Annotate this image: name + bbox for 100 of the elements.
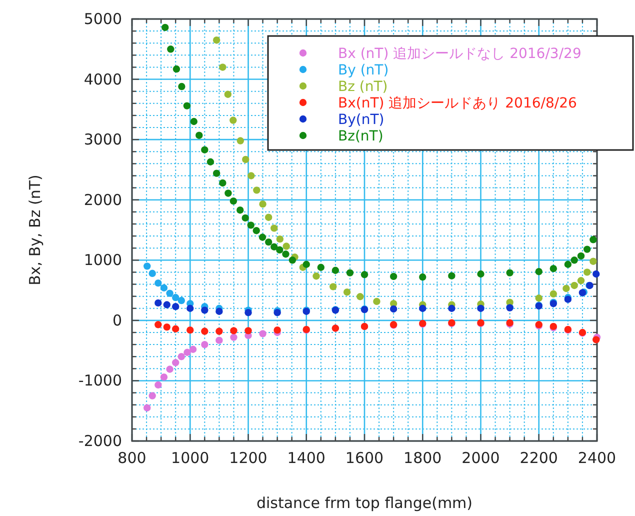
point bbox=[154, 381, 162, 389]
point bbox=[166, 366, 174, 373]
point bbox=[172, 325, 180, 332]
point bbox=[258, 234, 266, 241]
legend-label: Bx (nT) 追加シールドなし 2016/3/29 bbox=[338, 46, 582, 62]
point bbox=[206, 158, 214, 166]
legend-label: Bx(nT) 追加シールドあり 2016/8/26 bbox=[338, 96, 578, 112]
legend-label: By (nT) bbox=[338, 62, 389, 78]
point bbox=[212, 36, 220, 44]
point bbox=[270, 224, 278, 232]
point bbox=[346, 269, 354, 276]
point bbox=[219, 179, 226, 187]
point bbox=[562, 284, 570, 292]
point bbox=[148, 270, 156, 278]
point bbox=[592, 270, 600, 278]
point bbox=[330, 283, 337, 290]
point bbox=[163, 301, 170, 308]
y-tick-label: 2000 bbox=[84, 190, 122, 209]
point bbox=[248, 172, 255, 180]
point bbox=[201, 340, 208, 348]
point bbox=[390, 272, 398, 280]
point bbox=[360, 271, 368, 278]
point bbox=[201, 328, 208, 335]
point bbox=[252, 227, 260, 234]
legend-label: By(nT) bbox=[338, 112, 384, 128]
point bbox=[448, 272, 456, 280]
point bbox=[148, 392, 156, 400]
point bbox=[162, 24, 169, 32]
point bbox=[242, 214, 249, 222]
x-tick-label: 1600 bbox=[345, 449, 384, 467]
point bbox=[178, 296, 186, 304]
point bbox=[584, 246, 591, 253]
point bbox=[570, 256, 578, 264]
x-tick-label: 1800 bbox=[404, 449, 442, 467]
point bbox=[419, 273, 426, 281]
point bbox=[564, 260, 572, 268]
point bbox=[317, 264, 325, 271]
point bbox=[160, 284, 168, 292]
y-tick-label: 0 bbox=[112, 311, 122, 330]
y-tick-label: 1000 bbox=[84, 251, 122, 270]
point bbox=[244, 308, 252, 316]
x-tick-label: 2400 bbox=[578, 449, 616, 467]
legend-label: Bz(nT) bbox=[338, 128, 384, 144]
point bbox=[230, 334, 238, 341]
point bbox=[535, 268, 542, 276]
point bbox=[535, 294, 542, 302]
point bbox=[356, 293, 364, 300]
legend-label: Bz (nT) bbox=[338, 79, 388, 95]
point bbox=[312, 272, 320, 280]
point bbox=[216, 336, 223, 344]
point bbox=[577, 277, 585, 284]
point bbox=[236, 137, 244, 144]
point bbox=[160, 373, 168, 381]
y-tick-label: -2000 bbox=[78, 432, 122, 450]
y-axis-title: Bx, By, Bz (nT) bbox=[26, 174, 44, 286]
x-tick-label: 1000 bbox=[171, 449, 210, 467]
point bbox=[577, 252, 585, 260]
point bbox=[154, 321, 162, 328]
point bbox=[343, 288, 351, 296]
point bbox=[506, 269, 514, 276]
x-tick-label: 1400 bbox=[287, 449, 326, 467]
point bbox=[274, 326, 281, 334]
point bbox=[264, 214, 272, 221]
point bbox=[584, 268, 591, 276]
point bbox=[390, 305, 398, 313]
point bbox=[259, 330, 266, 338]
point bbox=[201, 146, 208, 154]
point bbox=[276, 246, 284, 254]
x-axis-title: distance frm top flange(mm) bbox=[256, 494, 473, 512]
y-tick-label: 5000 bbox=[84, 10, 122, 28]
point bbox=[178, 82, 186, 90]
point bbox=[172, 294, 180, 302]
point bbox=[282, 242, 290, 250]
point bbox=[242, 156, 250, 164]
point bbox=[166, 290, 174, 297]
point bbox=[224, 90, 232, 98]
point bbox=[216, 328, 223, 335]
point bbox=[550, 264, 558, 272]
point bbox=[163, 323, 170, 331]
point bbox=[302, 260, 310, 268]
point bbox=[259, 200, 266, 208]
point bbox=[590, 236, 597, 244]
point bbox=[183, 102, 191, 110]
y-tick-label: 3000 bbox=[84, 130, 122, 149]
point bbox=[236, 206, 244, 214]
point bbox=[190, 118, 198, 126]
point bbox=[144, 262, 151, 270]
point bbox=[253, 186, 260, 194]
point bbox=[288, 256, 296, 264]
point bbox=[167, 46, 174, 53]
point bbox=[186, 326, 194, 334]
x-tick-label: 2200 bbox=[520, 449, 558, 467]
point bbox=[590, 258, 597, 265]
point bbox=[230, 116, 237, 124]
point bbox=[550, 290, 558, 298]
point bbox=[282, 250, 290, 258]
point bbox=[201, 306, 208, 314]
point bbox=[172, 359, 180, 366]
point bbox=[172, 65, 180, 73]
point bbox=[219, 64, 226, 71]
